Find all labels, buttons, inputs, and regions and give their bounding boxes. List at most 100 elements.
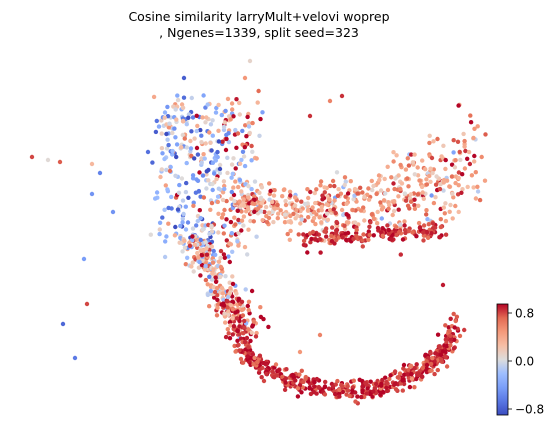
scatter-point: [350, 207, 356, 213]
scatter-point: [288, 213, 293, 219]
scatter-point: [236, 184, 241, 190]
scatter-point: [164, 167, 169, 173]
scatter-point: [391, 159, 396, 164]
scatter-point: [337, 387, 342, 393]
scatter-point: [395, 375, 400, 380]
scatter-point: [302, 201, 308, 207]
scatter-point: [222, 120, 228, 125]
scatter-point: [221, 179, 227, 184]
scatter-point: [305, 250, 310, 255]
scatter-point: [342, 182, 347, 188]
scatter-point: [351, 236, 356, 242]
scatter-point: [312, 190, 317, 196]
scatter-point: [428, 166, 433, 171]
scatter-point: [254, 156, 259, 161]
scatter-point: [362, 218, 367, 223]
scatter-point: [447, 184, 452, 189]
scatter-point: [345, 384, 350, 389]
scatter-point: [278, 208, 283, 213]
scatter-point: [157, 227, 162, 232]
scatter-point: [256, 88, 261, 94]
scatter-point: [409, 371, 414, 377]
scatter-point: [448, 343, 453, 348]
scatter-point: [219, 285, 225, 291]
scatter-point: [453, 180, 458, 186]
scatter-point: [250, 323, 256, 328]
scatter-point: [258, 314, 264, 320]
scatter-point: [314, 391, 319, 396]
scatter-point: [190, 260, 195, 265]
scatter-point: [288, 228, 293, 234]
scatter-point: [195, 123, 200, 129]
scatter-point: [394, 153, 399, 158]
scatter-point: [203, 277, 209, 283]
scatter-point: [230, 316, 235, 321]
scatter-point: [377, 177, 382, 183]
scatter-point: [402, 372, 407, 377]
scatter-point: [232, 199, 237, 204]
scatter-point: [248, 338, 253, 344]
scatter-point: [444, 340, 449, 345]
scatter-point: [159, 131, 164, 136]
scatter-point: [425, 235, 431, 240]
scatter-point: [245, 354, 250, 359]
scatter-point: [375, 225, 381, 231]
scatter-point: [447, 209, 452, 214]
scatter-point: [214, 176, 219, 182]
scatter-point: [180, 198, 186, 203]
scatter-point: [324, 202, 330, 207]
scatter-point: [432, 371, 437, 377]
scatter-point: [412, 385, 417, 390]
scatter-point: [461, 131, 466, 137]
scatter-point: [270, 369, 275, 374]
scatter-point: [187, 243, 193, 248]
scatter-point: [457, 333, 463, 339]
scatter-point: [460, 172, 465, 177]
scatter-point: [460, 187, 465, 192]
scatter-point: [45, 157, 51, 163]
scatter-point: [162, 110, 168, 115]
scatter-point: [198, 127, 203, 133]
scatter-point: [166, 221, 171, 226]
scatter-point: [358, 208, 364, 213]
scatter-point: [199, 140, 204, 145]
scatter-point: [472, 153, 477, 159]
scatter-point: [181, 75, 187, 81]
scatter-point: [449, 162, 455, 167]
scatter-point: [314, 187, 319, 192]
scatter-point: [157, 231, 162, 237]
scatter-point: [384, 379, 389, 385]
scatter-point: [245, 114, 250, 120]
scatter-point: [317, 237, 323, 242]
scatter-point: [426, 222, 431, 227]
scatter-point: [209, 148, 214, 153]
scatter-point: [226, 131, 231, 136]
scatter-point: [234, 328, 240, 333]
scatter-point: [444, 343, 450, 349]
scatter-point: [369, 178, 374, 184]
scatter-point: [245, 303, 250, 309]
scatter-point: [267, 181, 272, 186]
scatter-point: [354, 227, 359, 233]
scatter-point: [189, 264, 194, 269]
scatter-point: [387, 202, 392, 208]
scatter-point: [178, 223, 183, 229]
scatter-point: [435, 136, 440, 142]
scatter-point: [229, 189, 234, 195]
scatter-point: [215, 302, 221, 307]
scatter-point: [412, 203, 417, 208]
scatter-point: [283, 380, 288, 385]
scatter-point: [196, 188, 202, 194]
scatter-point: [352, 186, 358, 192]
scatter-point: [213, 279, 219, 284]
scatter-point: [235, 239, 240, 244]
scatter-point: [257, 190, 262, 195]
scatter-point: [443, 323, 448, 328]
scatter-point: [246, 345, 251, 350]
scatter-point: [175, 207, 181, 212]
scatter-point: [291, 373, 296, 378]
scatter-point: [235, 309, 240, 314]
scatter-point: [216, 139, 222, 144]
scatter-point: [299, 217, 304, 222]
scatter-point: [285, 231, 290, 237]
